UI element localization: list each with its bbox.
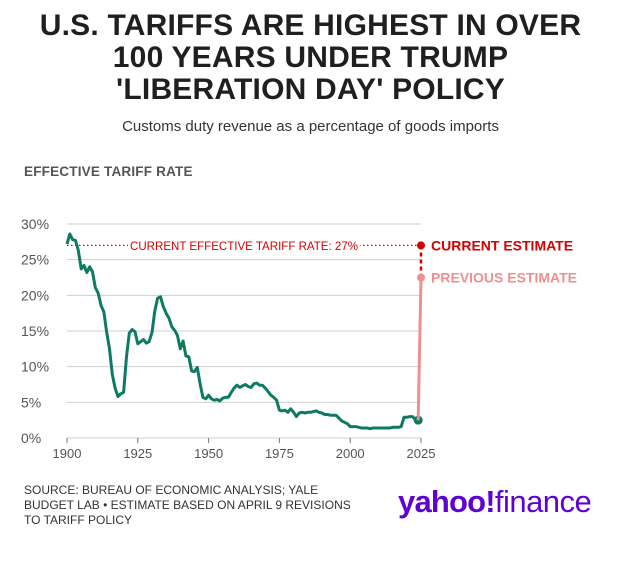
yahoo-finance-logo: yahoo!finance — [398, 484, 592, 520]
x-tick-label: 2025 — [407, 446, 436, 461]
previous-estimate-jump — [416, 277, 423, 421]
x-tick-label: 1950 — [194, 446, 223, 461]
logo-yahoo: yahoo — [398, 484, 486, 519]
x-tick-label: 1925 — [123, 446, 152, 461]
y-tick-label: 0% — [21, 430, 41, 446]
y-axis-label: EFFECTIVE TARIFF RATE — [24, 164, 193, 179]
y-tick-label: 5% — [21, 394, 41, 410]
tariff-rate-line — [65, 232, 419, 431]
previous-estimate-label: PREVIOUS ESTIMATE — [431, 270, 577, 286]
logo-bang: ! — [485, 484, 495, 519]
y-tick-label: 30% — [21, 216, 49, 232]
title-line-2: 100 YEARS UNDER TRUMP — [112, 41, 509, 74]
y-tick-label: 10% — [21, 359, 49, 375]
annotation-label: CURRENT EFFECTIVE TARIFF RATE: 27% — [130, 239, 358, 253]
current-estimate-label: CURRENT ESTIMATE — [431, 237, 573, 253]
current-estimate-point — [417, 241, 425, 250]
plot-area: CURRENT EFFECTIVE TARIFF RATE: 27% CURREN… — [65, 232, 577, 431]
grid — [66, 223, 422, 443]
x-tick-label: 2000 — [336, 446, 365, 461]
chart-title: U.S. TARIFFS ARE HIGHEST IN OVER 100 YEA… — [0, 10, 621, 106]
x-tick-label: 1900 — [53, 446, 82, 461]
title-line-3: 'LIBERATION DAY' POLICY — [116, 73, 505, 106]
x-tick-labels: 1900 1925 1950 1975 2000 2025 — [53, 446, 436, 461]
annotation-background — [128, 237, 360, 253]
logo-finance: finance — [494, 484, 592, 519]
previous-estimate-point — [417, 273, 425, 282]
x-tick-label: 1975 — [265, 446, 294, 461]
y-tick-label: 25% — [21, 252, 49, 268]
chart-subtitle: Customs duty revenue as a percentage of … — [122, 118, 499, 135]
y-tick-label: 20% — [21, 287, 49, 303]
source-note: SOURCE: BUREAU OF ECONOMIC ANALYSIS; YAL… — [24, 483, 351, 527]
y-tick-label: 15% — [21, 323, 49, 339]
y-tick-labels: 0% 5% 10% 15% 20% 25% 30% — [21, 216, 49, 446]
title-line-1: U.S. TARIFFS ARE HIGHEST IN OVER — [39, 9, 582, 42]
